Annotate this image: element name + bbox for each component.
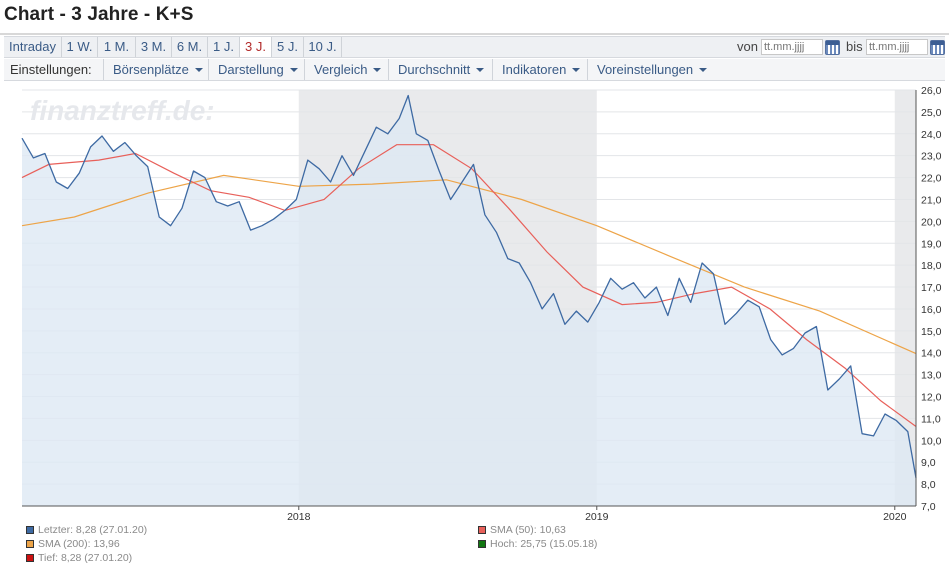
calendar-icon[interactable] (930, 40, 945, 55)
menu-indikatoren[interactable]: Indikatoren (492, 59, 581, 80)
y-tick-label: 21,0 (921, 194, 942, 206)
y-tick-label: 19,0 (921, 238, 942, 250)
range-tab-5j[interactable]: 5 J. (272, 37, 304, 57)
legend-item: SMA (200): 13,96 (26, 537, 120, 551)
year-shade-band (894, 90, 916, 506)
y-tick-label: 26,0 (921, 85, 942, 97)
chart-legend: Letzter: 8,28 (27.01.20) SMA (50): 10,63 S… (0, 520, 949, 570)
x-tick-label: 2018 (287, 511, 311, 523)
y-tick-label: 11,0 (921, 413, 941, 425)
y-tick-label: 12,0 (921, 392, 942, 404)
menu-durchschnitt[interactable]: Durchschnitt (388, 59, 485, 80)
from-date-input[interactable] (761, 39, 823, 55)
price-area (22, 95, 916, 506)
y-tick-label: 10,0 (921, 435, 942, 447)
caret-down-icon (373, 68, 382, 72)
watermark: finanztreff.de: (30, 95, 215, 126)
legend-label: Hoch: 25,75 (15.05.18) (490, 538, 598, 550)
range-tab-3m[interactable]: 3 M. (136, 37, 172, 57)
page-title: Chart - 3 Jahre - K+S (4, 4, 194, 25)
sma50-line (21, 144, 917, 427)
caret-down-icon (699, 68, 708, 72)
range-tab-3j[interactable]: 3 J. (240, 37, 272, 57)
legend-item: Hoch: 25,75 (15.05.18) (478, 537, 597, 551)
calendar-icon[interactable] (825, 40, 840, 55)
legend-swatch (26, 526, 34, 534)
y-tick-label: 22,0 (921, 173, 942, 185)
menu-boersenplaetze[interactable]: Börsenplätze (103, 59, 203, 80)
range-toolbar: Intraday 1 W. 1 M. 3 M. 6 M. 1 J. 3 J. 5… (4, 36, 945, 58)
y-tick-label: 15,0 (921, 326, 942, 338)
range-tab-1w[interactable]: 1 W. (62, 37, 98, 57)
legend-label: Letzter: 8,28 (27.01.20) (38, 524, 148, 536)
price-chart-svg: finanztreff.de: 26,0 25,0 24,0 23,0 22,0 21,0… (21, 85, 942, 523)
settings-label: Einstellungen: (10, 62, 92, 77)
from-label: von (737, 39, 758, 54)
range-tab-6m[interactable]: 6 M. (172, 37, 208, 57)
y-tick-label: 14,0 (921, 348, 942, 360)
menu-vergleich[interactable]: Vergleich (304, 59, 382, 80)
range-tab-10j[interactable]: 10 J. (304, 37, 342, 57)
to-label: bis (846, 39, 863, 54)
menu-voreinstellungen[interactable]: Voreinstellungen (587, 59, 708, 80)
y-tick-label: 18,0 (921, 260, 942, 272)
legend-item: Letzter: 8,28 (27.01.20) (26, 523, 147, 537)
caret-down-icon (572, 68, 581, 72)
caret-down-icon (289, 68, 298, 72)
range-tab-1m[interactable]: 1 M. (98, 37, 136, 57)
caret-down-icon (194, 68, 203, 72)
legend-swatch (26, 554, 34, 562)
menu-label: Durchschnitt (398, 62, 471, 77)
y-tick-label: 7,0 (921, 501, 936, 513)
range-tab-1j[interactable]: 1 J. (208, 37, 240, 57)
y-tick-label: 25,0 (921, 107, 942, 119)
caret-down-icon (476, 68, 485, 72)
y-tick-label: 13,0 (921, 370, 942, 382)
y-tick-label: 23,0 (921, 151, 942, 163)
menu-label: Darstellung (218, 62, 284, 77)
legend-swatch (478, 540, 486, 548)
to-date-input[interactable] (866, 39, 928, 55)
menu-label: Vergleich (314, 62, 368, 77)
menu-darstellung[interactable]: Darstellung (208, 59, 298, 80)
y-tick-label: 8,0 (921, 479, 936, 491)
legend-swatch (478, 526, 486, 534)
y-tick-label: 9,0 (921, 457, 936, 469)
legend-item: Tief: 8,28 (27.01.20) (26, 551, 132, 565)
title-divider (0, 33, 949, 35)
x-tick-label: 2020 (883, 511, 907, 523)
legend-label: SMA (50): 10,63 (490, 524, 566, 536)
price-line (21, 94, 917, 479)
x-tick-label: 2019 (585, 511, 609, 523)
range-tab-intraday[interactable]: Intraday (4, 37, 62, 57)
sma200-line (21, 174, 917, 355)
menu-label: Börsenplätze (113, 62, 189, 77)
menu-label: Voreinstellungen (597, 62, 694, 77)
y-tick-label: 24,0 (921, 129, 942, 141)
legend-swatch (26, 540, 34, 548)
settings-toolbar: Einstellungen: Börsenplätze Darstellung … (4, 59, 945, 81)
price-chart[interactable]: finanztreff.de: 26,0 25,0 24,0 23,0 22,0 21,0… (0, 84, 949, 524)
y-tick-label: 17,0 (921, 282, 942, 294)
legend-label: SMA (200): 13,96 (38, 538, 120, 550)
legend-item: SMA (50): 10,63 (478, 523, 566, 537)
legend-label: Tief: 8,28 (27.01.20) (38, 552, 133, 564)
menu-label: Indikatoren (502, 62, 567, 77)
y-tick-label: 16,0 (921, 304, 942, 316)
y-tick-label: 20,0 (921, 216, 942, 228)
